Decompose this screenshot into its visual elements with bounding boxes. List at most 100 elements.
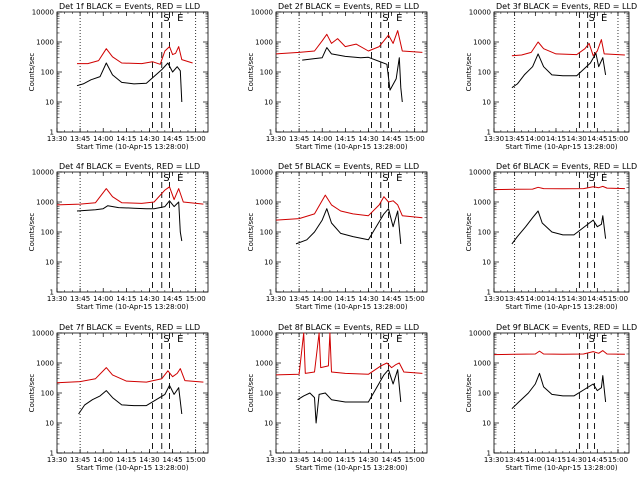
- y-axis-label: Counts/sec: [465, 53, 473, 92]
- panel-title: Det 2f BLACK = Events, RED = LLD: [278, 2, 419, 11]
- x-tick-label: 14:45: [162, 295, 182, 303]
- y-tick-label: 1000: [473, 199, 491, 207]
- x-axis-label: Start Time (10-Apr-15 13:28:00): [76, 143, 188, 151]
- panel-title: Det 5f BLACK = Events, RED = LLD: [278, 162, 419, 171]
- x-axis-label: Start Time (10-Apr-15 13:28:00): [295, 464, 407, 472]
- x-tick-label: 15:00: [186, 135, 206, 143]
- x-tick-label: 14:00: [312, 456, 332, 464]
- x-tick-label: 14:15: [116, 135, 136, 143]
- y-tick-label: 10: [45, 99, 54, 107]
- marker-s: S: [589, 334, 595, 345]
- x-tick-label: 14:30: [358, 295, 378, 303]
- series-events-black: [511, 372, 607, 410]
- x-tick-label: 13:30: [484, 456, 504, 464]
- y-tick-label: 10: [264, 420, 273, 428]
- panel-title: Det 4f BLACK = Events, RED = LLD: [59, 162, 200, 171]
- x-axis-label: Start Time (10-Apr-15 13:28:00): [295, 303, 407, 311]
- y-tick-label: 1: [50, 129, 54, 137]
- x-tick-label: 14:00: [312, 295, 332, 303]
- y-tick-label: 10: [264, 259, 273, 267]
- x-tick-label: 13:30: [47, 135, 67, 143]
- y-tick-label: 10: [482, 259, 491, 267]
- x-tick-label: 14:30: [567, 135, 587, 143]
- x-tick-label: 14:00: [93, 456, 113, 464]
- panel-title: Det 8f BLACK = Events, RED = LLD: [278, 323, 419, 332]
- series-lld-red: [493, 185, 625, 191]
- panel-title: Det 3f BLACK = Events, RED = LLD: [496, 2, 637, 11]
- x-tick-label: 14:15: [335, 295, 355, 303]
- plot-frame: [493, 332, 630, 454]
- x-tick-label: 14:00: [312, 135, 332, 143]
- panel-1: Det 1f BLACK = Events, RED = LLD 1 10 100 10…: [28, 2, 209, 151]
- panel-title: Det 6f BLACK = Events, RED = LLD: [496, 162, 637, 171]
- y-tick-label: 1: [487, 289, 491, 297]
- x-tick-label: 14:45: [587, 456, 607, 464]
- x-tick-label: 13:30: [266, 135, 286, 143]
- y-tick-label: 1: [269, 129, 273, 137]
- y-tick-label: 10000: [32, 169, 54, 177]
- y-tick-label: 10: [482, 420, 491, 428]
- series-lld-red: [275, 30, 423, 55]
- marker-e: E: [396, 13, 402, 24]
- y-tick-label: 1000: [36, 39, 54, 47]
- y-tick-label: 1000: [36, 199, 54, 207]
- x-tick-label: 13:45: [70, 135, 90, 143]
- marker-s: S: [382, 334, 388, 345]
- y-tick-label: 10000: [251, 330, 273, 338]
- x-tick-label: 14:30: [139, 456, 159, 464]
- marker-s: S: [589, 173, 595, 184]
- x-tick-label: 13:30: [47, 456, 67, 464]
- series-events-black: [78, 384, 183, 415]
- series-lld-red: [77, 46, 193, 65]
- plot-frame: [56, 332, 209, 454]
- x-tick-label: 13:45: [505, 135, 525, 143]
- x-tick-label: 14:30: [139, 295, 159, 303]
- x-axis-label: Start Time (10-Apr-15 13:28:00): [505, 143, 617, 151]
- panel-5: Det 5f BLACK = Events, RED = LLD 1 10 100 10…: [247, 162, 428, 311]
- plot-frame: [275, 171, 428, 293]
- plot-frame: [275, 11, 428, 133]
- y-axis-label: Counts/sec: [247, 53, 255, 92]
- x-tick-label: 13:45: [289, 135, 309, 143]
- x-tick-label: 14:30: [567, 295, 587, 303]
- y-tick-label: 100: [478, 69, 491, 77]
- y-axis-label: Counts/sec: [28, 213, 36, 252]
- x-tick-label: 14:45: [162, 135, 182, 143]
- x-tick-label: 13:30: [47, 295, 67, 303]
- panel-3: Det 3f BLACK = Events, RED = LLD 1 10 100 10…: [465, 2, 637, 151]
- series-events-black: [76, 62, 183, 103]
- x-tick-label: 14:00: [93, 295, 113, 303]
- x-tick-label: 13:45: [505, 295, 525, 303]
- x-tick-label: 14:15: [546, 295, 566, 303]
- marker-s: S: [382, 173, 388, 184]
- y-tick-label: 100: [41, 229, 54, 237]
- y-tick-label: 1000: [255, 39, 273, 47]
- x-tick-label: 13:30: [266, 295, 286, 303]
- panel-title: Det 7f BLACK = Events, RED = LLD: [59, 323, 200, 332]
- y-tick-label: 10000: [251, 9, 273, 17]
- x-tick-label: 14:15: [546, 135, 566, 143]
- marker-e: E: [601, 173, 607, 184]
- x-tick-label: 13:45: [70, 456, 90, 464]
- x-tick-label: 15:00: [405, 456, 425, 464]
- plot-frame: [275, 332, 428, 454]
- marker-s: S: [589, 13, 595, 24]
- x-tick-label: 14:00: [525, 456, 545, 464]
- marker-s: S: [163, 173, 169, 184]
- panel-4: Det 4f BLACK = Events, RED = LLD 1 10 100 10…: [28, 162, 209, 311]
- plot-frame: [56, 171, 209, 293]
- y-tick-label: 1000: [255, 199, 273, 207]
- series-lld-red: [275, 332, 423, 376]
- x-tick-label: 14:30: [139, 135, 159, 143]
- y-tick-label: 10000: [469, 9, 491, 17]
- panel-9: Det 9f BLACK = Events, RED = LLD 1 10 100 10…: [465, 323, 637, 472]
- x-tick-label: 14:45: [381, 295, 401, 303]
- series-lld-red: [56, 367, 204, 384]
- panel-title: Det 9f BLACK = Events, RED = LLD: [496, 323, 637, 332]
- y-tick-label: 1: [50, 450, 54, 458]
- x-tick-label: 15:00: [405, 135, 425, 143]
- y-tick-label: 10: [264, 99, 273, 107]
- panel-8: Det 8f BLACK = Events, RED = LLD 1 10 100 10…: [247, 323, 428, 472]
- marker-e: E: [177, 334, 183, 345]
